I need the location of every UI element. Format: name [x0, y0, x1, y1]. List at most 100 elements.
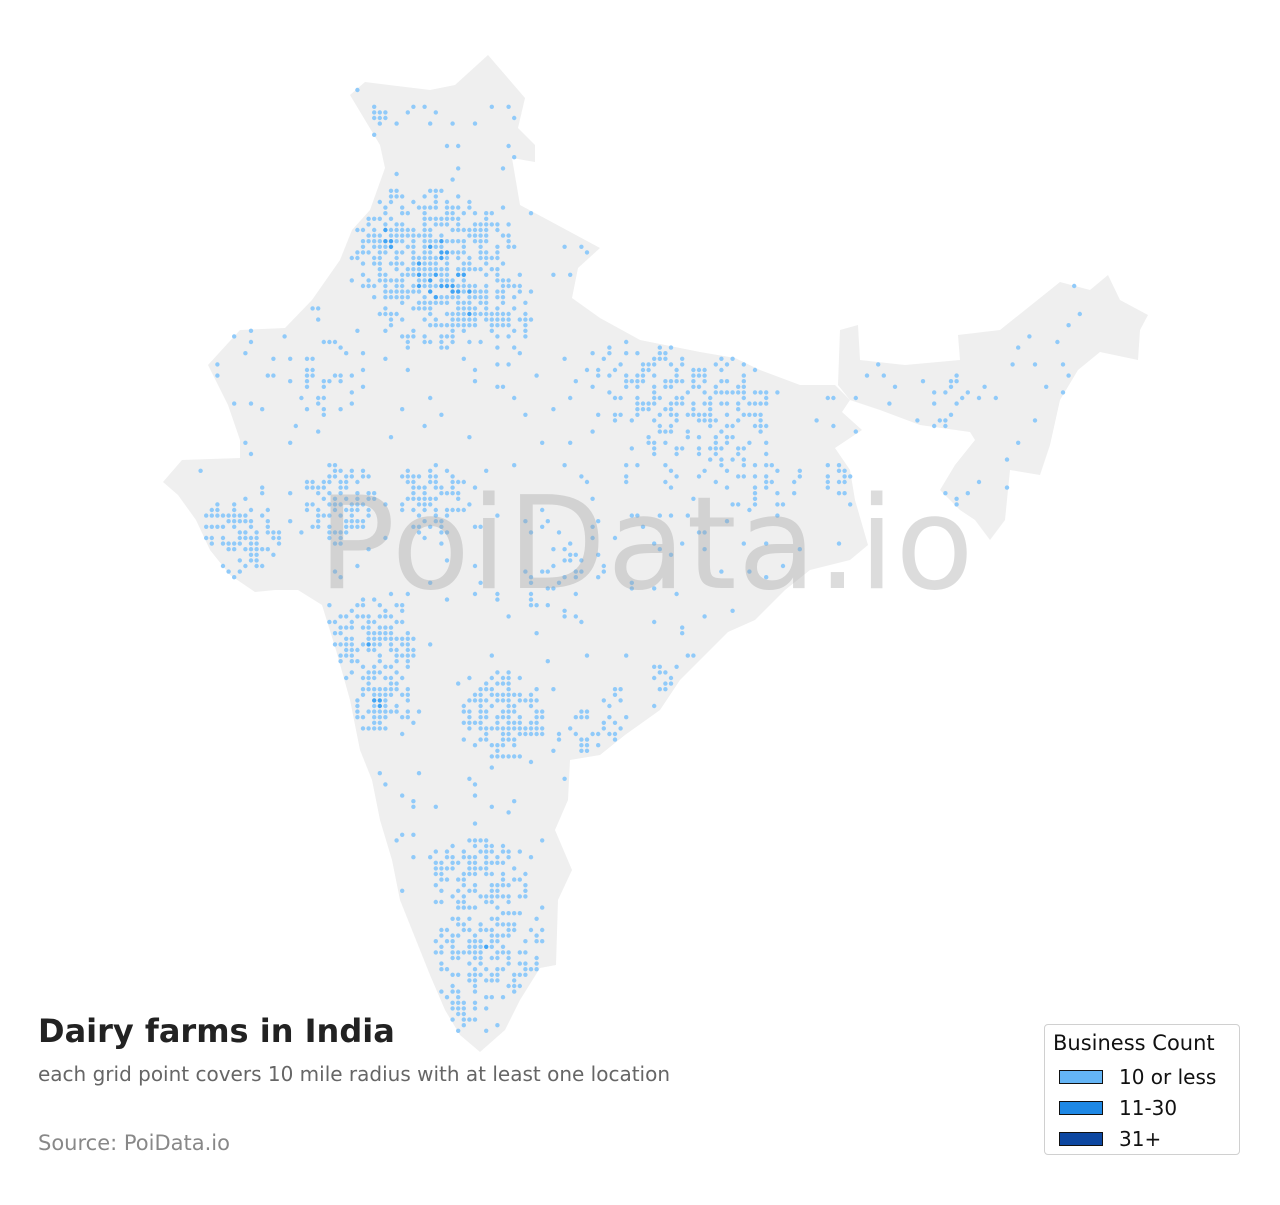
- grid-point: [512, 877, 517, 882]
- grid-point: [372, 647, 377, 653]
- grid-point: [377, 110, 382, 115]
- grid-point: [618, 412, 623, 417]
- source-note: Source: PoiData.io: [38, 1131, 230, 1155]
- grid-point: [484, 272, 489, 277]
- grid-point: [540, 905, 545, 910]
- grid-point: [652, 395, 657, 401]
- grid-point: [500, 289, 506, 294]
- grid-point: [523, 961, 528, 966]
- grid-point: [629, 418, 634, 423]
- grid-point: [472, 698, 478, 703]
- grid-point: [388, 216, 394, 221]
- grid-point: [579, 569, 584, 574]
- grid-point: [467, 776, 472, 781]
- grid-point: [540, 715, 545, 720]
- grid-point: [400, 261, 405, 266]
- grid-point: [831, 423, 836, 429]
- grid-point: [338, 642, 343, 647]
- grid-point: [954, 502, 959, 507]
- grid-point: [472, 955, 478, 961]
- grid-point: [450, 334, 455, 339]
- grid-point: [484, 233, 489, 238]
- grid-point: [388, 289, 394, 294]
- grid-point: [467, 720, 472, 725]
- grid-point: [327, 619, 332, 625]
- grid-point: [584, 367, 590, 373]
- grid-point: [500, 944, 506, 949]
- grid-point: [433, 866, 438, 871]
- grid-point: [489, 804, 494, 809]
- grid-point: [724, 401, 730, 406]
- grid-point: [635, 401, 640, 406]
- grid-point: [248, 451, 254, 457]
- grid-point: [495, 334, 500, 339]
- grid-point: [500, 843, 506, 849]
- grid-point: [568, 552, 573, 557]
- grid-point: [551, 547, 556, 552]
- grid-point: [523, 698, 528, 703]
- grid-point: [478, 849, 483, 854]
- grid-point: [349, 255, 354, 261]
- grid-point: [383, 244, 388, 249]
- grid-point: [226, 547, 231, 552]
- grid-point: [954, 379, 959, 384]
- grid-point: [500, 261, 506, 266]
- grid-point: [719, 446, 724, 451]
- grid-point: [355, 496, 360, 501]
- grid-point: [495, 939, 500, 944]
- legend-label-low: 10 or less: [1119, 1064, 1217, 1089]
- grid-point: [758, 418, 763, 423]
- grid-point: [355, 563, 360, 569]
- grid-point: [439, 866, 444, 871]
- grid-point: [456, 250, 461, 255]
- grid-point: [489, 267, 494, 272]
- grid-point: [590, 429, 595, 434]
- grid-point: [680, 625, 685, 630]
- grid-point: [388, 311, 394, 317]
- grid-point: [825, 395, 830, 401]
- grid-point: [411, 272, 416, 277]
- grid-point: [495, 289, 500, 294]
- grid-point: [523, 731, 528, 737]
- grid-point: [321, 339, 326, 345]
- grid-point: [635, 351, 640, 356]
- grid-point: [719, 367, 724, 373]
- grid-point: [377, 121, 382, 126]
- grid-point: [394, 121, 399, 126]
- grid-point: [243, 351, 248, 356]
- grid-point: [596, 412, 601, 417]
- grid-point: [248, 519, 254, 524]
- grid-point: [523, 323, 528, 328]
- grid-point: [506, 720, 511, 725]
- grid-point: [680, 395, 685, 401]
- grid-point: [377, 625, 382, 630]
- grid-point: [360, 642, 366, 647]
- grid-point: [383, 239, 388, 244]
- grid-point: [450, 860, 455, 865]
- grid-point: [573, 715, 578, 720]
- grid-point: [428, 468, 433, 473]
- grid-point: [394, 188, 399, 193]
- grid-point: [366, 513, 371, 518]
- grid-point: [495, 715, 500, 720]
- grid-point: [691, 379, 696, 384]
- grid-point: [377, 720, 382, 725]
- grid-point: [310, 356, 315, 361]
- grid-point: [321, 479, 326, 485]
- grid-point: [372, 703, 377, 709]
- legend-swatch-high: [1059, 1131, 1103, 1146]
- grid-point: [484, 227, 489, 233]
- grid-point: [439, 188, 444, 193]
- grid-point: [506, 899, 511, 905]
- grid-point: [383, 692, 388, 697]
- grid-point: [388, 709, 394, 714]
- grid-point: [394, 194, 399, 199]
- grid-point: [478, 233, 483, 238]
- grid-point: [640, 379, 646, 384]
- grid-point: [674, 591, 679, 597]
- grid-point: [400, 507, 405, 513]
- grid-point: [663, 379, 668, 384]
- grid-point: [484, 967, 489, 972]
- grid-point: [736, 502, 741, 507]
- grid-point: [624, 479, 629, 485]
